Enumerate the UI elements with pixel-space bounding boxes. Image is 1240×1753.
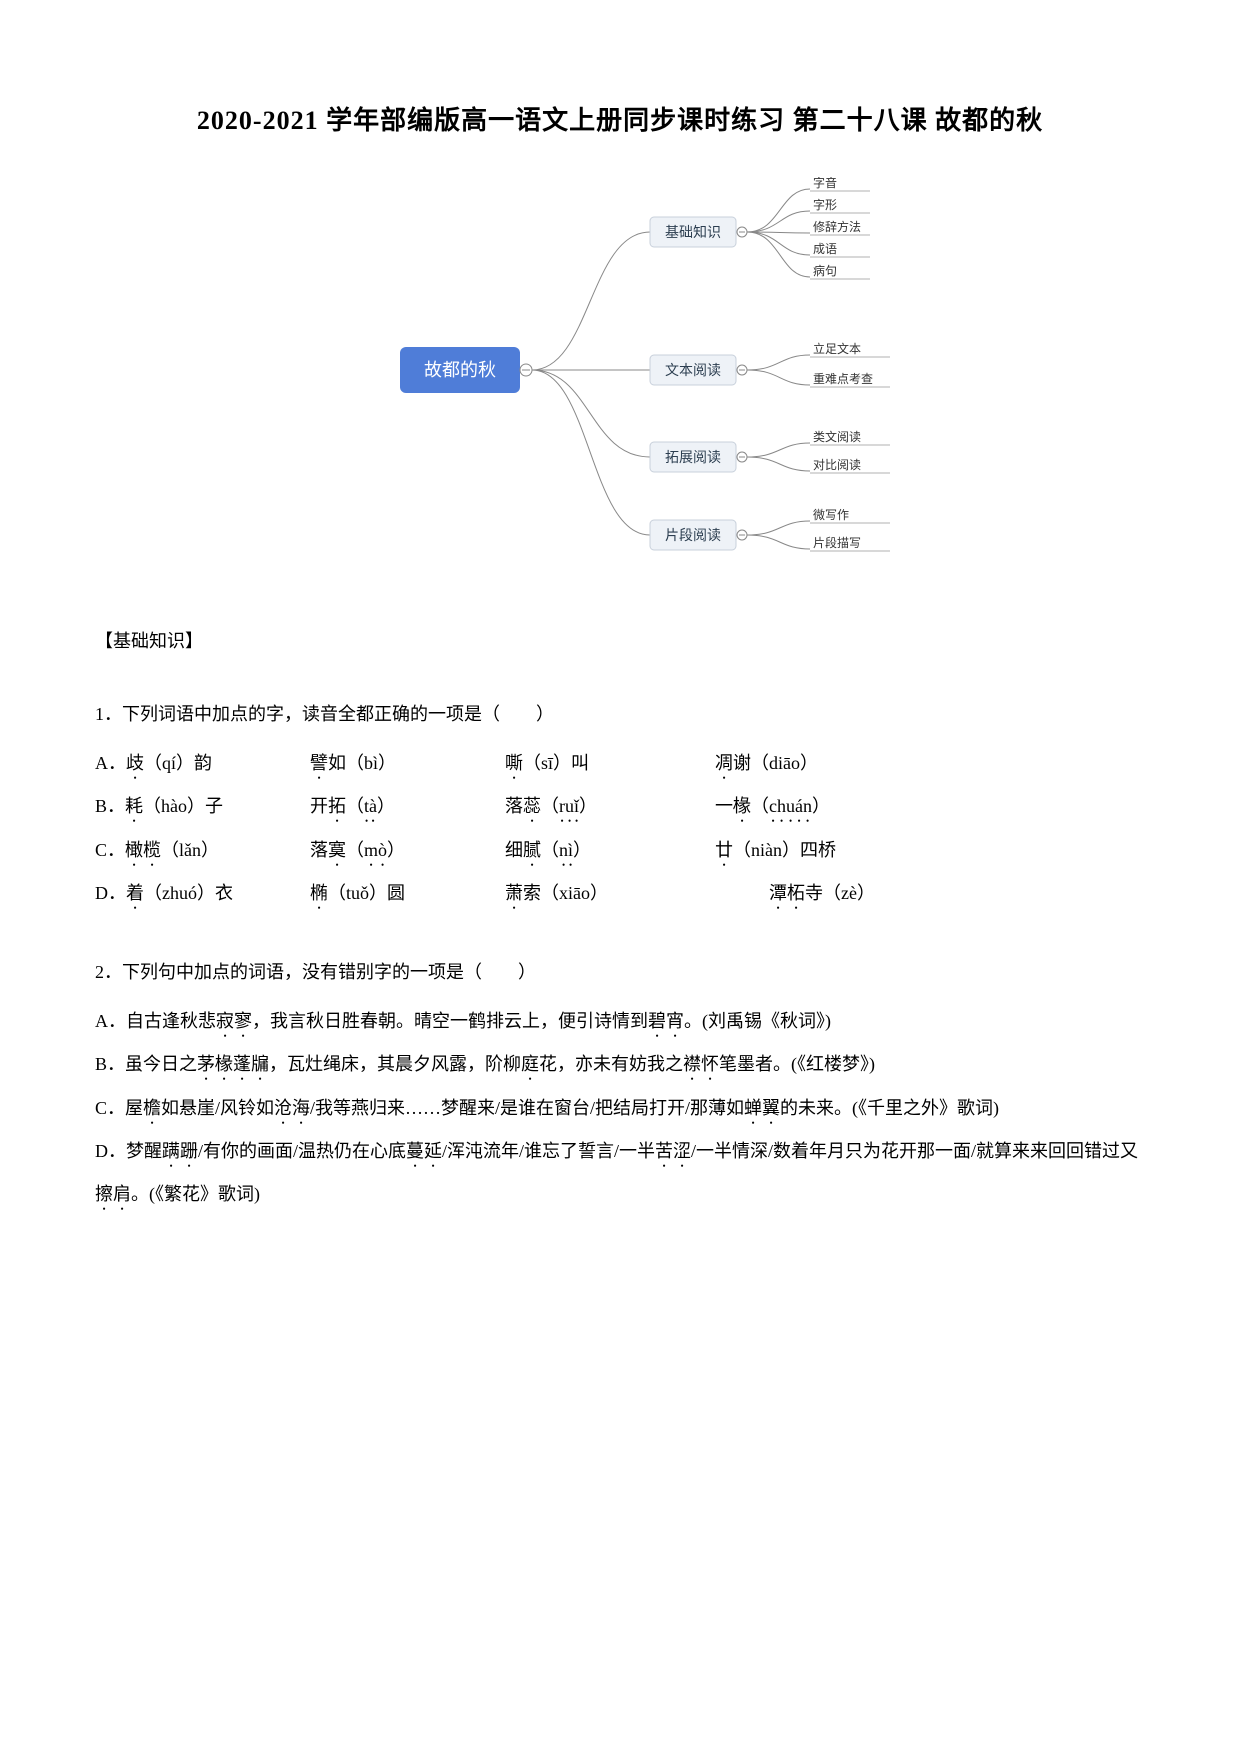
q1-d-c0a: 着: [126, 883, 144, 903]
q1-a-c1b: 如（bì）: [328, 753, 396, 773]
mm-l2-0: 基础知识: [665, 224, 721, 240]
mindmap-container: 故都的秋 基础知识 字音 字形 修辞方法 成语 病句 文本阅读: [95, 177, 1145, 577]
q1-c-c0a: 橄榄: [125, 840, 161, 860]
q2-opt-c: C．屋檐如悬崖/风铃如沧海/我等燕归来……梦醒来/是谁在窗台/把结局打开/那薄如…: [95, 1087, 1145, 1130]
mm-l2-1: 文本阅读: [665, 362, 721, 378]
q1-row-b: B．耗（hào）子 开拓（tà） 落蕊（ruǐ） 一椽（chuán）: [95, 785, 1145, 828]
mindmap-svg: 故都的秋 基础知识 字音 字形 修辞方法 成语 病句 文本阅读: [310, 177, 930, 577]
mm-l2-3: 片段阅读: [665, 527, 721, 543]
question-1: 1．下列词语中加点的字，读音全都正确的一项是（ ） A．歧（qí）韵 譬如（bì…: [95, 693, 1145, 915]
q2-opt-a: A．自古逢秋悲寂寥，我言秋日胜春朝。晴空一鹤排云上，便引诗情到碧宵。(刘禹锡《秋…: [95, 1000, 1145, 1043]
q1-d-c2a: 萧: [505, 883, 523, 903]
q1-c-c3a: 廿: [715, 840, 733, 860]
mm-l3-3-1: 片段描写: [813, 535, 861, 550]
q1-b-c3a: 一: [715, 796, 733, 816]
section-header: 【基础知识】: [95, 627, 1145, 653]
q1-a-c2b: （sī）叫: [523, 753, 589, 773]
mm-l3-1-0: 立足文本: [813, 341, 861, 356]
q1-a-c3a: 凋: [715, 753, 733, 773]
mm-l3-2-1: 对比阅读: [813, 458, 861, 472]
q1-d-c1b: （tuǒ）圆: [328, 883, 405, 903]
q1-c-c2a: 细: [505, 840, 523, 860]
q1-d-c3b: 寺（zè）: [805, 883, 875, 903]
q2-prompt: 2．下列句中加点的词语，没有错别字的一项是（ ）: [95, 951, 1145, 994]
q1-row-d: D．着（zhuó）衣 椭（tuǒ）圆 萧索（xiāo） 潭柘寺（zè）: [95, 872, 1145, 915]
q1-c-label: C．: [95, 840, 125, 860]
q1-b-label: B．: [95, 796, 125, 816]
mm-l3-0-1: 字形: [813, 197, 837, 212]
q1-d-c3a: 潭柘: [769, 883, 805, 903]
mm-l3-0-0: 字音: [813, 177, 837, 190]
question-2: 2．下列句中加点的词语，没有错别字的一项是（ ） A．自古逢秋悲寂寥，我言秋日胜…: [95, 951, 1145, 1216]
q1-c-c2b: 腻（nì）: [523, 840, 591, 860]
q1-b-c3b: 椽（chuán）: [733, 796, 830, 816]
q1-a-c2a: 嘶: [505, 753, 523, 773]
q1-a-label: A．: [95, 753, 126, 773]
q1-a-c0a: 歧: [126, 753, 144, 773]
q2-opt-d: D．梦醒蹒跚/有你的画面/温热仍在心底蔓延/浑沌流年/谁忘了誓言/一半苦涩/一半…: [95, 1130, 1145, 1216]
mm-root-text: 故都的秋: [424, 360, 496, 380]
mm-l2-2: 拓展阅读: [665, 449, 721, 465]
q1-c-c1a: 落: [310, 840, 328, 860]
q1-d-c0b: （zhuó）衣: [144, 883, 233, 903]
q1-c-c0b: （lǎn）: [161, 840, 219, 860]
q2-opt-b: B．虽今日之茅椽蓬牖，瓦灶绳床，其晨夕风露，阶柳庭花，亦未有妨我之襟怀笔墨者。(…: [95, 1043, 1145, 1086]
q1-b-c1a: 开: [310, 796, 328, 816]
q1-c-c1b: 寞（mò）: [328, 840, 405, 860]
q1-d-label: D．: [95, 883, 126, 903]
mm-l3-3-0: 微写作: [813, 508, 849, 522]
mm-l3-0-3: 成语: [813, 242, 837, 256]
page-title: 2020-2021 学年部编版高一语文上册同步课时练习 第二十八课 故都的秋: [95, 100, 1145, 137]
mm-l3-0-4: 病句: [813, 263, 837, 278]
q1-d-c1a: 椭: [310, 883, 328, 903]
q1-a-c0b: （qí）韵: [144, 753, 212, 773]
q1-b-c2b: 蕊（ruǐ）: [523, 796, 597, 816]
q1-c-c3b: （niàn）四桥: [733, 840, 836, 860]
mm-l3-2-0: 类文阅读: [813, 429, 861, 444]
q1-b-c0a: 耗: [125, 796, 143, 816]
q1-d-c2b: 索（xiāo）: [523, 883, 608, 903]
q1-b-c1b: 拓（tà）: [328, 796, 395, 816]
q1-a-c1a: 譬: [310, 753, 328, 773]
q1-row-a: A．歧（qí）韵 譬如（bì） 嘶（sī）叫 凋谢（diāo）: [95, 742, 1145, 785]
q1-row-c: C．橄榄（lǎn） 落寞（mò） 细腻（nì） 廿（niàn）四桥: [95, 829, 1145, 872]
q1-prompt: 1．下列词语中加点的字，读音全都正确的一项是（ ）: [95, 693, 1145, 736]
q1-b-c2a: 落: [505, 796, 523, 816]
mm-l3-1-1: 重难点考查: [813, 372, 873, 386]
mm-l3-0-2: 修辞方法: [813, 219, 861, 234]
q1-a-c3b: 谢（diāo）: [733, 753, 818, 773]
q1-b-c0b: （hào）子: [143, 796, 223, 816]
